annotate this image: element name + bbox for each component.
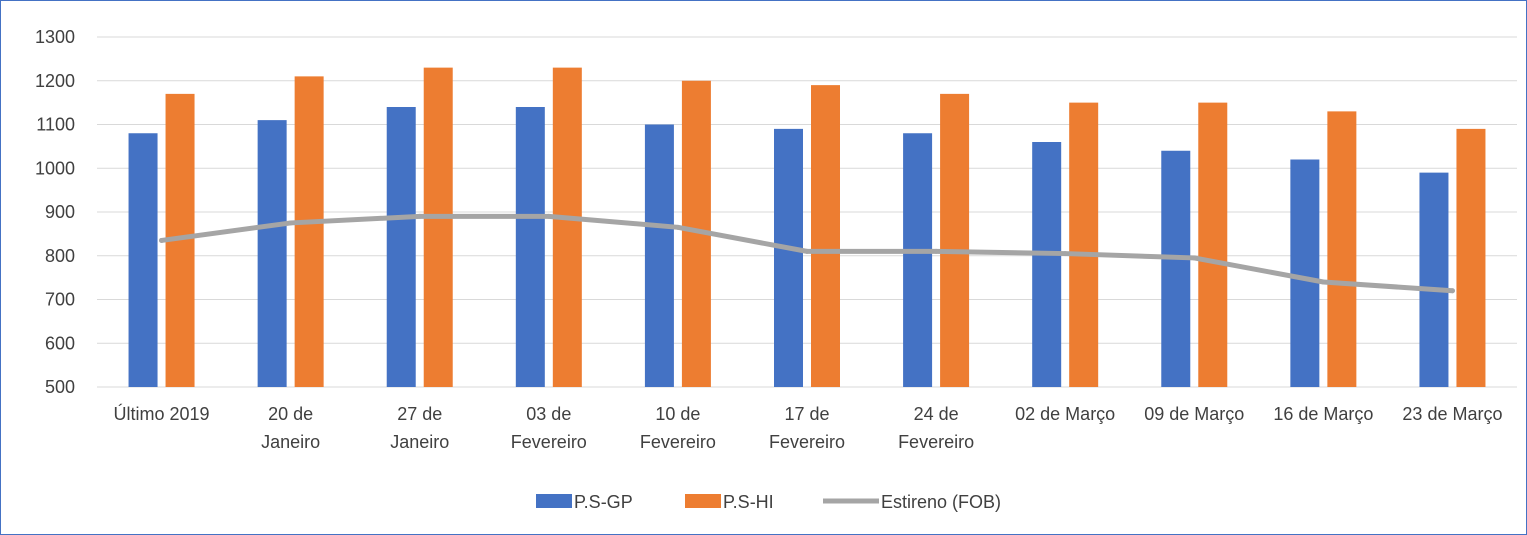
x-tick-label: 27 de (397, 404, 442, 424)
y-tick-label: 800 (45, 246, 75, 266)
line-point-estireno-fob (1449, 288, 1455, 294)
bar-p-s-gp (257, 120, 287, 387)
x-tick-label: Fevereiro (898, 432, 974, 452)
x-tick-label: Fevereiro (640, 432, 716, 452)
bar-p-s-gp (515, 107, 545, 387)
x-tick-label: 03 de (526, 404, 571, 424)
bar-p-s-gp (1290, 159, 1320, 387)
bar-p-s-gp (903, 133, 933, 387)
line-point-estireno-fob (1062, 251, 1068, 257)
legend-label: P.S-HI (723, 492, 774, 512)
line-point-estireno-fob (159, 237, 165, 243)
y-tick-label: 1000 (35, 158, 75, 178)
bars (128, 67, 1486, 387)
y-tick-label: 1100 (36, 115, 75, 135)
bar-p-s-gp (1161, 150, 1191, 387)
bar-p-s-hi (1456, 128, 1486, 387)
bar-p-s-hi (1327, 111, 1357, 387)
legend-swatch (536, 494, 572, 508)
x-tick-label: 23 de Março (1402, 404, 1502, 424)
line-point-estireno-fob (417, 213, 423, 219)
legend-label: P.S-GP (574, 492, 633, 512)
line-point-estireno-fob (1320, 279, 1326, 285)
bar-p-s-gp (644, 124, 674, 387)
x-tick-label: Último 2019 (114, 403, 210, 424)
bar-p-s-gp (1032, 142, 1062, 387)
x-tick-label: 16 de Março (1273, 404, 1373, 424)
x-tick-label: 17 de (784, 404, 829, 424)
y-tick-label: 1200 (35, 71, 75, 91)
x-tick-label: Fevereiro (511, 432, 587, 452)
legend-swatch (685, 494, 721, 508)
bar-p-s-gp (386, 107, 416, 387)
x-tick-label: 20 de (268, 404, 313, 424)
x-tick-label: Fevereiro (769, 432, 845, 452)
legend: P.S-GP P.S-HI Estireno (FOB) (536, 492, 1001, 512)
bar-p-s-hi (552, 67, 582, 387)
x-tick-label: 24 de (914, 404, 959, 424)
x-tick-label: 02 de Março (1015, 404, 1115, 424)
line-point-estireno-fob (546, 213, 552, 219)
bar-p-s-hi (940, 93, 970, 387)
bar-p-s-gp (1419, 172, 1449, 387)
y-tick-label: 900 (45, 202, 75, 222)
x-tick-label: Janeiro (261, 432, 320, 452)
bar-p-s-hi (1069, 102, 1099, 387)
x-axis-tick-labels: Último 2019 20 de Janeiro 27 de Janeiro 03 de… (114, 403, 1503, 452)
y-tick-label: 1300 (35, 27, 75, 47)
y-tick-label: 600 (45, 333, 75, 353)
line-point-estireno-fob (933, 248, 939, 254)
line-point-estireno-fob (288, 220, 294, 226)
line-point-estireno-fob (804, 248, 810, 254)
bar-p-s-hi (811, 85, 840, 387)
y-axis-tick-labels: 500 600 700 800 900 1000 1100 1200 1300 (35, 27, 75, 397)
gridlines (97, 36, 1517, 388)
y-tick-label: 500 (45, 377, 75, 397)
bar-p-s-hi (1198, 102, 1228, 387)
legend-label: Estireno (FOB) (881, 492, 1001, 512)
bar-p-s-gp (774, 128, 803, 387)
x-tick-label: 10 de (655, 404, 700, 424)
line-point-estireno-fob (675, 224, 681, 230)
bar-p-s-hi (423, 67, 453, 387)
x-tick-label: Janeiro (390, 432, 449, 452)
y-tick-label: 700 (45, 290, 75, 310)
bar-p-s-hi (294, 76, 324, 387)
line-series (159, 213, 1455, 294)
bar-p-s-gp (128, 133, 158, 387)
x-tick-label: 09 de Março (1144, 404, 1244, 424)
line-point-estireno-fob (1191, 255, 1197, 261)
